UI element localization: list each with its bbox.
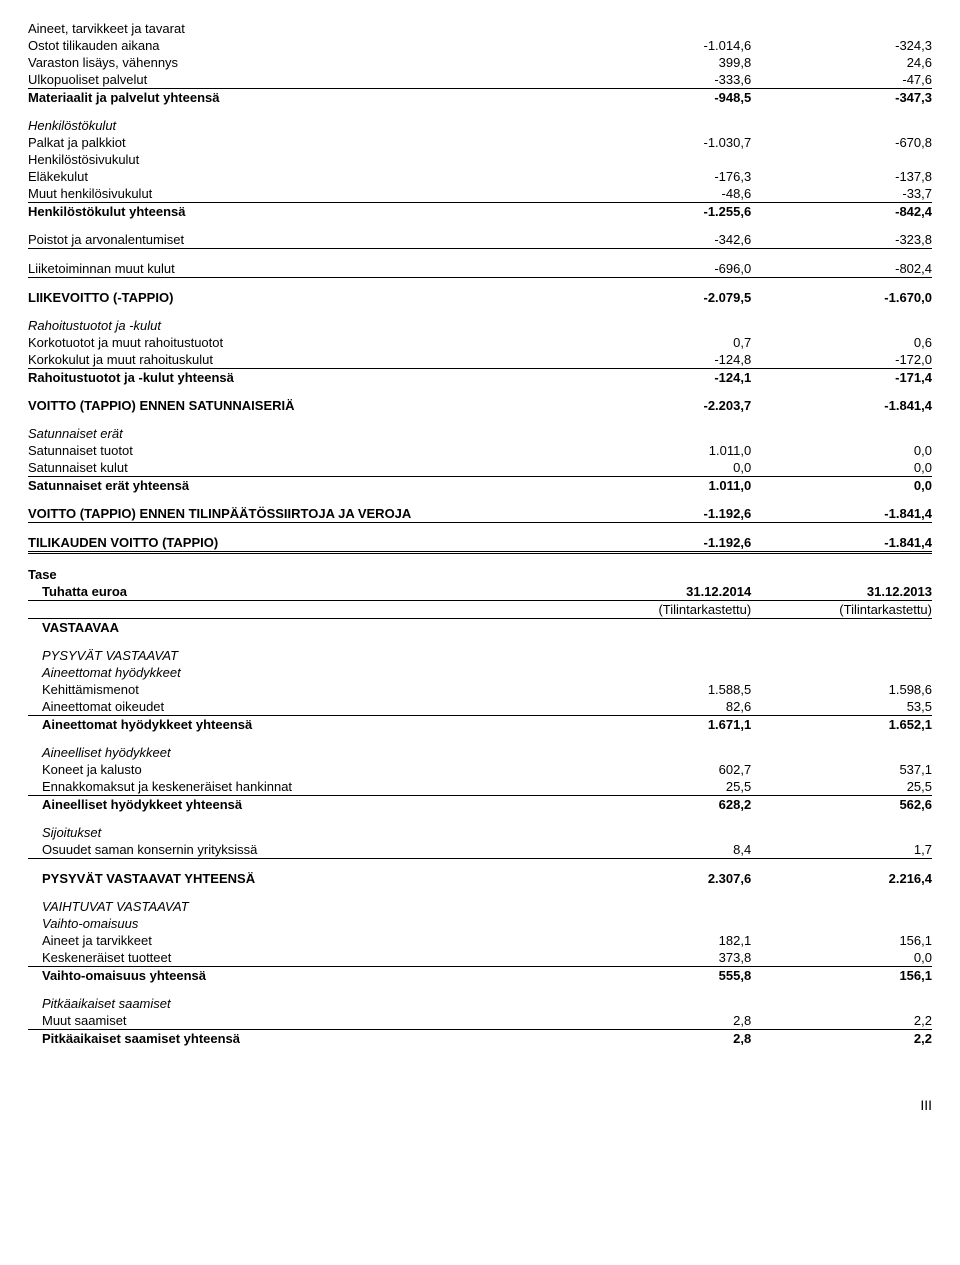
row-pysyvat-total: PYSYVÄT VASTAAVAT YHTEENSÄ2.307,62.216,4 <box>28 859 932 888</box>
row-muut-henkilo: Muut henkilösivukulut-48,6-33,7 <box>28 185 932 203</box>
row-ennakkomaksut: Ennakkomaksut ja keskeneräiset hankinnat… <box>28 778 932 796</box>
row-liiketoiminnan-muut: Liiketoiminnan muut kulut-696,0-802,4 <box>28 249 932 278</box>
row-osuudet: Osuudet saman konsernin yrityksissä8,41,… <box>28 841 932 859</box>
row-vaihto-total: Vaihto-omaisuus yhteensä555,8156,1 <box>28 967 932 985</box>
row-aineet-tarvikkeet: Aineet ja tarvikkeet182,1156,1 <box>28 932 932 949</box>
row-kehittamismenot: Kehittämismenot1.588,51.598,6 <box>28 681 932 698</box>
row-aineelliset-total: Aineelliset hyödykkeet yhteensä628,2562,… <box>28 796 932 814</box>
row-materiaalit-total: Materiaalit ja palvelut yhteensä-948,5-3… <box>28 89 932 107</box>
aineettomat-header: Aineettomat hyödykkeet <box>28 664 570 681</box>
vastaavaa-header: VASTAAVAA <box>28 619 570 637</box>
row-satunnaiset-tuotot: Satunnaiset tuotot1.011,00,0 <box>28 442 932 459</box>
pysyvat-header: PYSYVÄT VASTAAVAT <box>28 636 570 664</box>
row-muut-saamiset: Muut saamiset2,82,2 <box>28 1012 932 1030</box>
row-poistot: Poistot ja arvonalentumiset-342,6-323,8 <box>28 220 932 249</box>
vaihtuvat-header: VAIHTUVAT VASTAAVAT <box>28 887 570 915</box>
pitka-header: Pitkäaikaiset saamiset <box>28 984 570 1012</box>
row-aineettomat-oikeudet: Aineettomat oikeudet82,653,5 <box>28 698 932 716</box>
row-ennen-veroja: VOITTO (TAPPIO) ENNEN TILINPÄÄTÖSSIIRTOJ… <box>28 494 932 523</box>
aineelliset-header: Aineelliset hyödykkeet <box>28 733 570 761</box>
vaihto-omaisuus-header: Vaihto-omaisuus <box>28 915 570 932</box>
row-palkat: Palkat ja palkkiot-1.030,7-670,8 <box>28 134 932 151</box>
row-liikevoitto: LIIKEVOITTO (-TAPPIO)-2.079,5-1.670,0 <box>28 278 932 307</box>
row-rahoitus-total: Rahoitustuotot ja -kulut yhteensä-124,1-… <box>28 369 932 387</box>
section-header: Satunnaiset erät <box>28 414 570 442</box>
row-tilikauden-voitto: TILIKAUDEN VOITTO (TAPPIO)-1.192,6-1.841… <box>28 523 932 553</box>
row-henkilosto-total: Henkilöstökulut yhteensä-1.255,6-842,4 <box>28 203 932 221</box>
row-satunnaiset-total: Satunnaiset erät yhteensä1.011,00,0 <box>28 477 932 495</box>
section-header: Rahoitustuotot ja -kulut <box>28 306 570 334</box>
row-ulkopuoliset: Ulkopuoliset palvelut-333,6-47,6 <box>28 71 932 89</box>
tase-header: Tase <box>28 566 570 583</box>
row-keskeneraiset: Keskeneräiset tuotteet373,80,0 <box>28 949 932 967</box>
row-elakekulut: Eläkekulut-176,3-137,8 <box>28 168 932 185</box>
section-header: Aineet, tarvikkeet ja tavarat <box>28 20 570 37</box>
row-korkokulut: Korkokulut ja muut rahoituskulut-124,8-1… <box>28 351 932 369</box>
row-ennen-satunnais: VOITTO (TAPPIO) ENNEN SATUNNAISERIÄ-2.20… <box>28 386 932 414</box>
page-number: III <box>28 1097 932 1113</box>
row-pitka-total: Pitkäaikaiset saamiset yhteensä2,82,2 <box>28 1030 932 1048</box>
income-statement-table: Aineet, tarvikkeet ja tavarat Ostot tili… <box>28 20 932 556</box>
tase-audit-row: (Tilintarkastettu)(Tilintarkastettu) <box>28 601 932 619</box>
balance-sheet-table: Tase Tuhatta euroa31.12.201431.12.2013 (… <box>28 566 932 1047</box>
row-korkotuotot: Korkotuotot ja muut rahoitustuotot0,70,6 <box>28 334 932 351</box>
row-ostot: Ostot tilikauden aikana-1.014,6-324,3 <box>28 37 932 54</box>
row-varaston: Varaston lisäys, vähennys399,824,6 <box>28 54 932 71</box>
tase-column-header: Tuhatta euroa31.12.201431.12.2013 <box>28 583 932 601</box>
row-aineettomat-total: Aineettomat hyödykkeet yhteensä1.671,11.… <box>28 716 932 734</box>
row-satunnaiset-kulut: Satunnaiset kulut0,00,0 <box>28 459 932 477</box>
sijoitukset-header: Sijoitukset <box>28 813 570 841</box>
section-header: Henkilöstökulut <box>28 106 570 134</box>
row-koneet: Koneet ja kalusto602,7537,1 <box>28 761 932 778</box>
subsection-header: Henkilöstösivukulut <box>28 151 570 168</box>
